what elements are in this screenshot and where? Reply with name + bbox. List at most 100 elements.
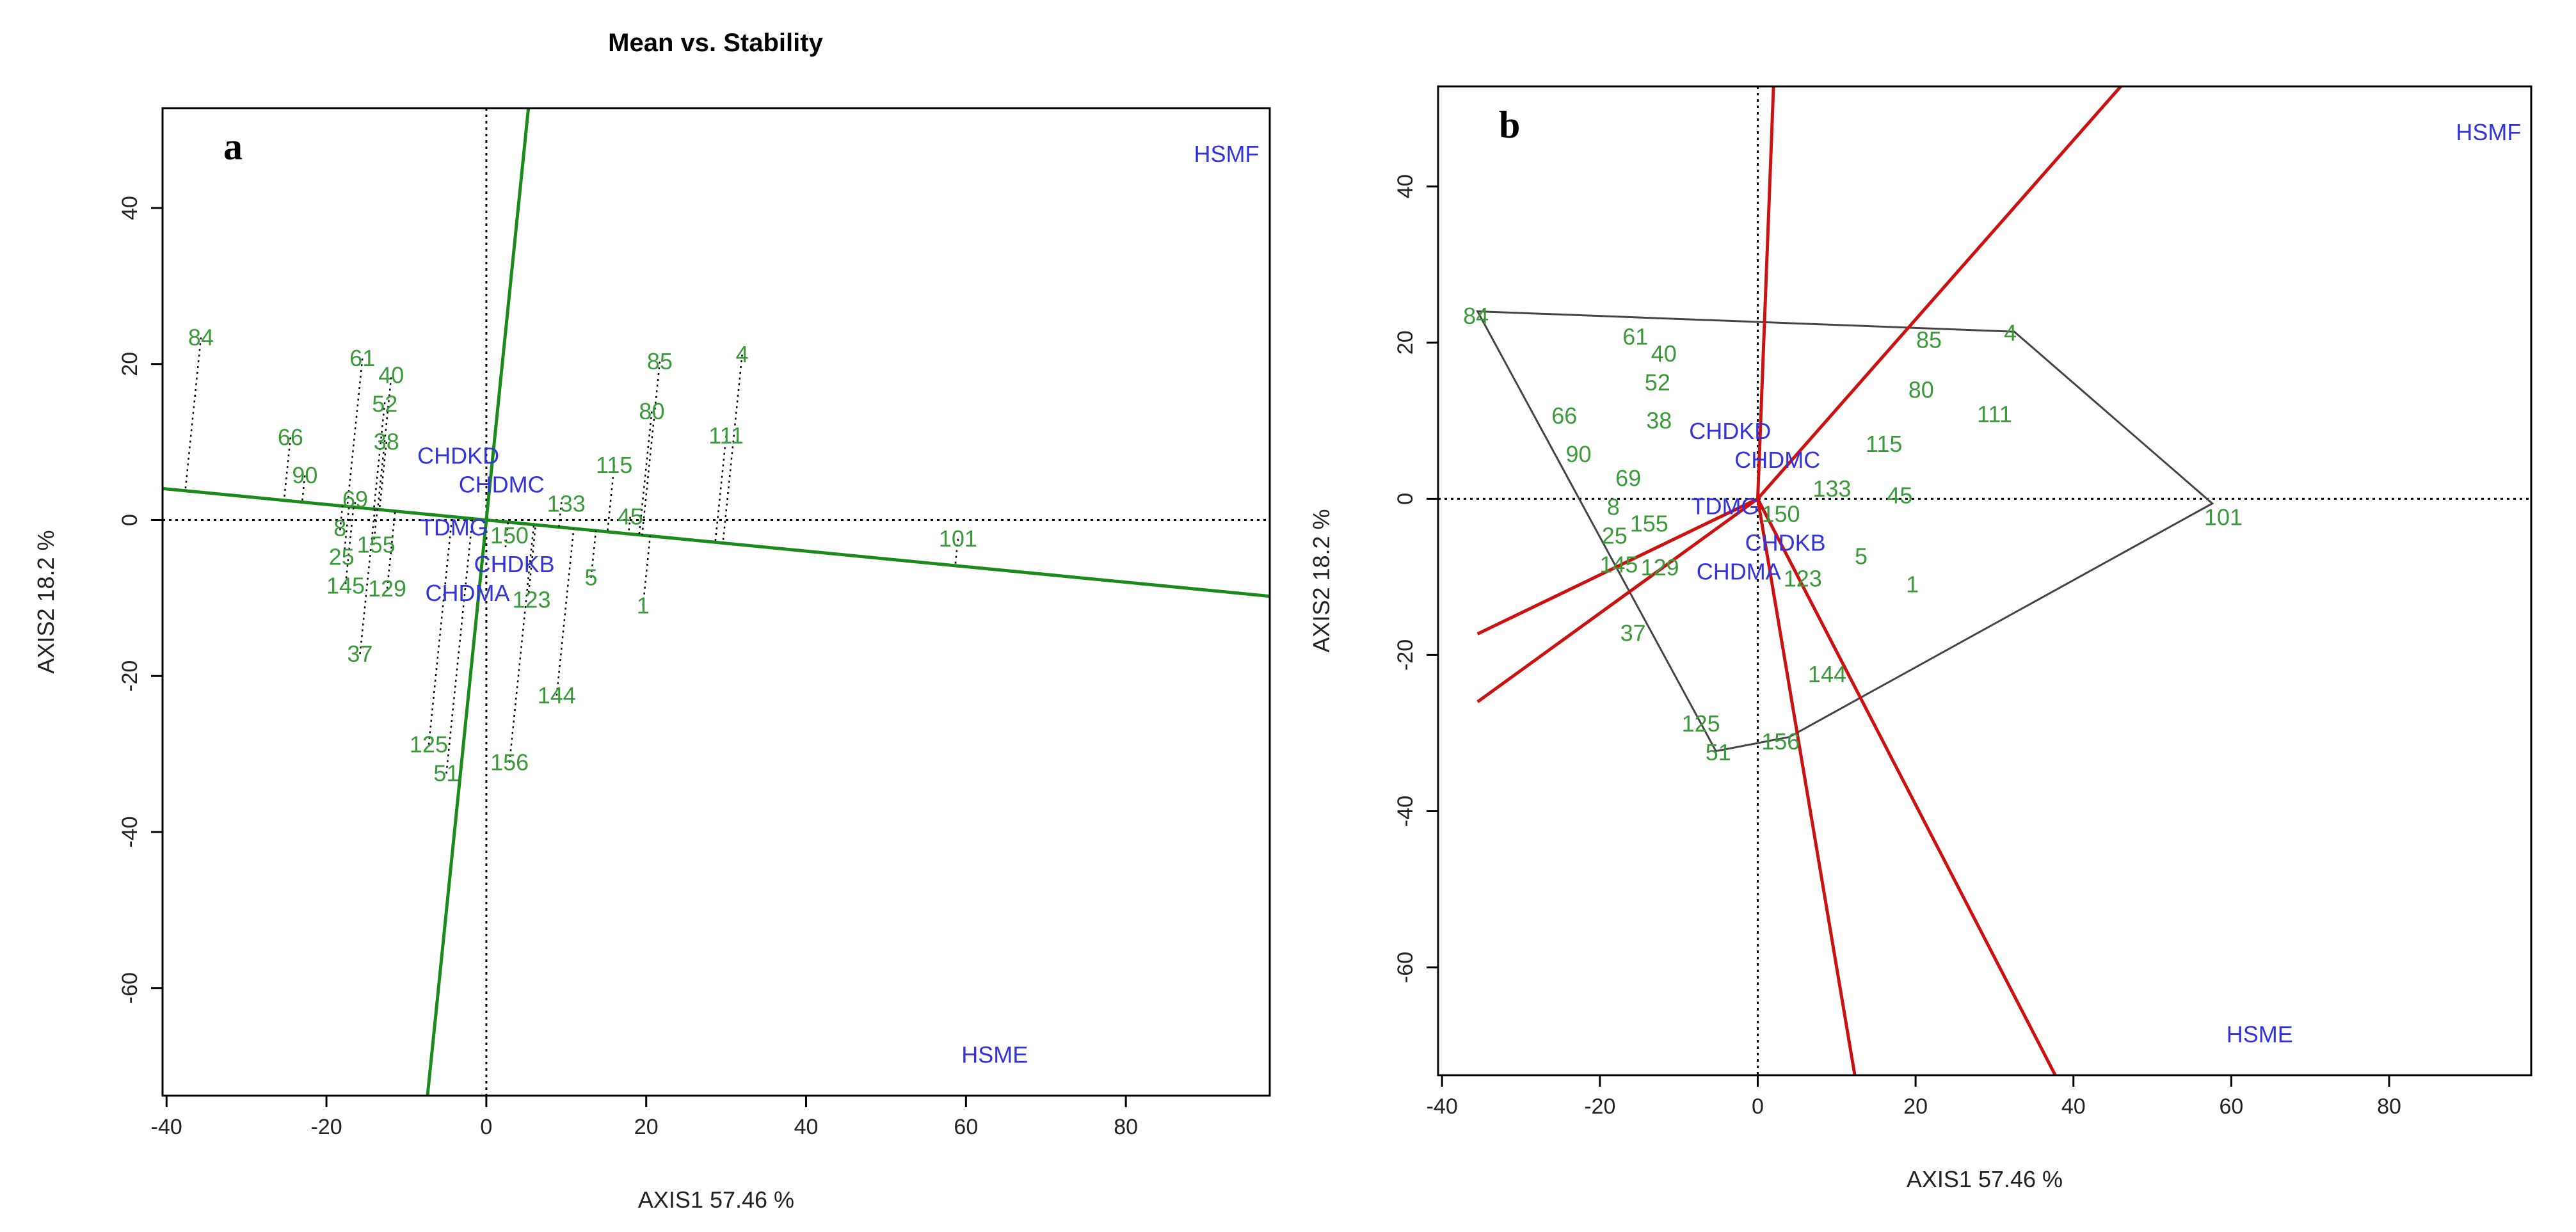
genotype-label-40: 40 bbox=[1651, 340, 1677, 367]
genotype-label-115: 115 bbox=[1866, 431, 1902, 457]
genotype-label-85: 85 bbox=[1916, 327, 1942, 353]
environment-label-CHDKD: CHDKD bbox=[1689, 418, 1771, 444]
genotype-label-61: 61 bbox=[349, 345, 375, 371]
sector-ray-1 bbox=[1756, 86, 2122, 500]
environment-label-CHDMC: CHDMC bbox=[1734, 447, 1820, 473]
genotype-label-66: 66 bbox=[1551, 403, 1577, 429]
environment-label-HSMF: HSMF bbox=[1194, 141, 1260, 167]
atc-ordinate-line bbox=[426, 108, 531, 1096]
projection-line-155 bbox=[372, 509, 378, 545]
y-axis-label: AXIS2 18.2 % bbox=[33, 530, 59, 673]
projection-line-25 bbox=[343, 506, 350, 556]
projection-line-5 bbox=[590, 531, 597, 578]
genotype-label-45: 45 bbox=[1887, 482, 1912, 508]
sector-ray-5 bbox=[1756, 498, 2057, 1075]
y-tick-label: 0 bbox=[1393, 493, 1418, 505]
x-tick-label: 80 bbox=[1114, 1115, 1138, 1139]
x-tick-label: 0 bbox=[480, 1115, 492, 1139]
sector-ray-2 bbox=[1476, 497, 1759, 636]
genotype-label-129: 129 bbox=[368, 575, 406, 602]
genotype-label-150: 150 bbox=[490, 522, 529, 548]
projection-line-8 bbox=[339, 506, 344, 531]
genotype-label-25: 25 bbox=[329, 544, 355, 570]
genotype-label-90: 90 bbox=[292, 462, 317, 488]
projection-line-150 bbox=[504, 522, 509, 548]
projection-line-144 bbox=[556, 528, 575, 696]
genotype-label-5: 5 bbox=[1855, 543, 1868, 570]
genotype-label-84: 84 bbox=[188, 324, 214, 350]
genotype-label-8: 8 bbox=[333, 515, 346, 541]
genotype-label-144: 144 bbox=[1808, 661, 1846, 687]
projection-line-84 bbox=[184, 337, 202, 491]
x-tick-label: 60 bbox=[2219, 1094, 2243, 1119]
environment-label-CHDMA: CHDMA bbox=[1697, 559, 1781, 585]
x-tick-label: -40 bbox=[1427, 1094, 1458, 1119]
environment-label-CHDMC: CHDMC bbox=[459, 471, 545, 497]
genotype-label-156: 156 bbox=[1761, 728, 1800, 755]
y-axis-label: AXIS2 18.2 % bbox=[1308, 509, 1334, 652]
projection-line-1 bbox=[642, 536, 652, 606]
y-tick-label: -40 bbox=[1393, 796, 1418, 827]
genotype-label-1: 1 bbox=[1906, 572, 1919, 598]
chart-title: Mean vs. Stability bbox=[608, 29, 823, 57]
genotype-label-145: 145 bbox=[326, 573, 365, 599]
genotype-label-115: 115 bbox=[596, 452, 632, 478]
convex-hull-polygon bbox=[1476, 310, 2214, 753]
y-tick-label: 20 bbox=[1393, 330, 1418, 355]
x-tick-label: 40 bbox=[794, 1115, 819, 1139]
x-axis-label: AXIS1 57.46 % bbox=[638, 1187, 794, 1213]
genotype-label-155: 155 bbox=[357, 532, 396, 558]
plot-frame bbox=[161, 107, 1271, 1097]
genotype-label-5: 5 bbox=[585, 564, 598, 591]
projection-line-37 bbox=[359, 509, 376, 655]
y-tick-label: -60 bbox=[1393, 952, 1418, 983]
environment-label-CHDKD: CHDKD bbox=[417, 442, 499, 468]
genotype-label-52: 52 bbox=[1645, 369, 1670, 396]
genotype-label-144: 144 bbox=[538, 682, 576, 708]
environment-label-CHDKB: CHDKB bbox=[474, 551, 555, 577]
genotype-label-80: 80 bbox=[639, 398, 664, 424]
genotype-label-145: 145 bbox=[1599, 552, 1638, 578]
y-tick-label: -40 bbox=[118, 816, 142, 847]
genotype-label-150: 150 bbox=[1762, 501, 1800, 527]
genotype-label-155: 155 bbox=[1630, 510, 1668, 536]
genotype-label-123: 123 bbox=[512, 586, 550, 612]
environment-label-HSMF: HSMF bbox=[2456, 119, 2521, 145]
projection-line-66 bbox=[283, 437, 292, 500]
y-tick-label: -60 bbox=[118, 972, 142, 1004]
genotype-label-51: 51 bbox=[1706, 739, 1731, 765]
projection-line-129 bbox=[386, 511, 396, 589]
y-tick-label: -20 bbox=[118, 660, 142, 692]
genotype-label-1: 1 bbox=[637, 593, 650, 619]
genotype-label-123: 123 bbox=[1784, 565, 1822, 591]
genotype-label-85: 85 bbox=[647, 348, 673, 374]
genotype-label-4: 4 bbox=[736, 341, 749, 367]
genotype-label-101: 101 bbox=[2204, 504, 2243, 531]
projection-line-51 bbox=[445, 518, 474, 774]
genotype-label-80: 80 bbox=[1908, 377, 1934, 403]
environment-label-HSME: HSME bbox=[2227, 1021, 2293, 1048]
projection-line-90 bbox=[301, 475, 306, 502]
projection-line-4 bbox=[722, 355, 743, 543]
x-tick-label: -40 bbox=[151, 1115, 182, 1139]
projection-line-111 bbox=[714, 435, 727, 543]
genotype-label-38: 38 bbox=[374, 429, 399, 455]
genotype-label-61: 61 bbox=[1622, 324, 1648, 350]
environment-label-TDMG: TDMG bbox=[420, 515, 488, 541]
genotype-label-37: 37 bbox=[1620, 620, 1646, 646]
genotype-label-69: 69 bbox=[1615, 465, 1641, 492]
genotype-label-40: 40 bbox=[378, 362, 404, 388]
genotype-label-129: 129 bbox=[1640, 554, 1679, 580]
y-tick-label: 40 bbox=[1393, 174, 1418, 198]
projection-line-145 bbox=[344, 507, 355, 584]
x-tick-label: 40 bbox=[2061, 1094, 2086, 1119]
environment-label-HSME: HSME bbox=[961, 1042, 1028, 1068]
genotype-label-52: 52 bbox=[372, 390, 397, 417]
genotype-label-38: 38 bbox=[1646, 407, 1672, 433]
genotype-label-111: 111 bbox=[708, 422, 744, 449]
